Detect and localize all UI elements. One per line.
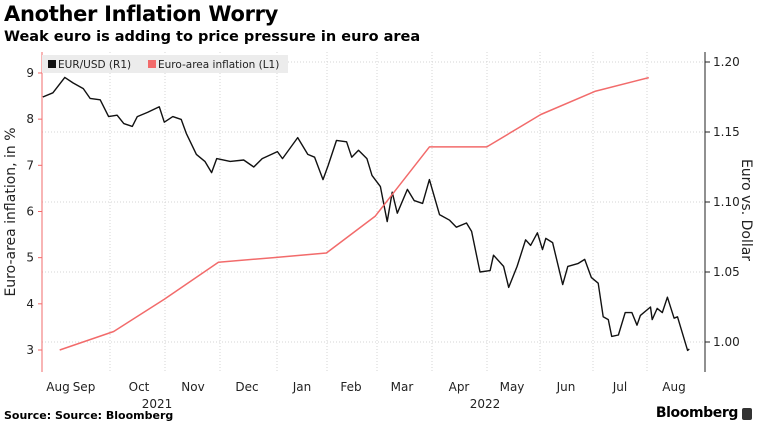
left-tick-label: 8 [26,112,34,126]
x-tick-label: Dec [235,380,258,394]
legend-swatch-inflation [148,60,156,68]
left-tick-label: 3 [26,343,34,357]
x-tick-label: Feb [340,380,361,394]
x-tick-label: Sep [73,380,96,394]
x-tick-label: Jun [556,380,576,394]
x-tick-label: Oct [129,380,150,394]
legend-label-inflation: Euro-area inflation (L1) [158,59,279,71]
inflation-line [59,76,649,351]
bloomberg-terminal-icon [742,408,752,420]
source-note: Source: Source: Bloomberg [4,409,174,422]
axes: 1.00 1.05 1.10 1.15 1.20 3 4 5 6 7 8 9 Aug Sep Oct Nov D… [26,52,740,411]
right-tick-label: 1.10 [713,195,740,209]
x-tick-label: Apr [449,380,470,394]
left-tick-label: 4 [26,297,34,311]
legend-background [42,55,288,73]
x-tick-label: May [500,380,525,394]
left-tick-label: 7 [26,158,34,172]
chart-subtitle: Weak euro is adding to price pressure in… [4,29,421,45]
gridlines [42,52,705,372]
left-tick-label: 9 [26,66,34,80]
left-tick-label: 6 [26,204,34,218]
left-tick-label: 5 [26,251,34,265]
x-tick-label: Aug [46,380,69,394]
chart-title: Another Inflation Worry [4,2,279,26]
x-tick-label: Nov [181,380,204,394]
right-tick-label: 1.05 [713,265,740,279]
right-axis-title: Euro vs. Dollar [738,159,754,261]
bloomberg-logo: Bloomberg [655,405,739,421]
right-tick-label: 1.15 [713,125,740,139]
year-label: 2021 [142,397,173,411]
x-tick-label: Aug [662,380,685,394]
x-tick-label: Mar [391,380,414,394]
left-axis-title: Euro-area inflation, in % [3,127,19,296]
legend-label-eurusd: EUR/USD (R1) [58,59,131,71]
x-tick-label: Jul [612,380,627,394]
right-tick-label: 1.00 [713,335,740,349]
right-tick-label: 1.20 [713,55,740,69]
eurusd-line [42,76,690,352]
legend: EUR/USD (R1) Euro-area inflation (L1) [42,55,288,73]
series-lines [42,76,690,352]
year-label: 2022 [470,397,501,411]
legend-swatch-eurusd [48,60,56,68]
x-tick-label: Jan [292,380,312,394]
